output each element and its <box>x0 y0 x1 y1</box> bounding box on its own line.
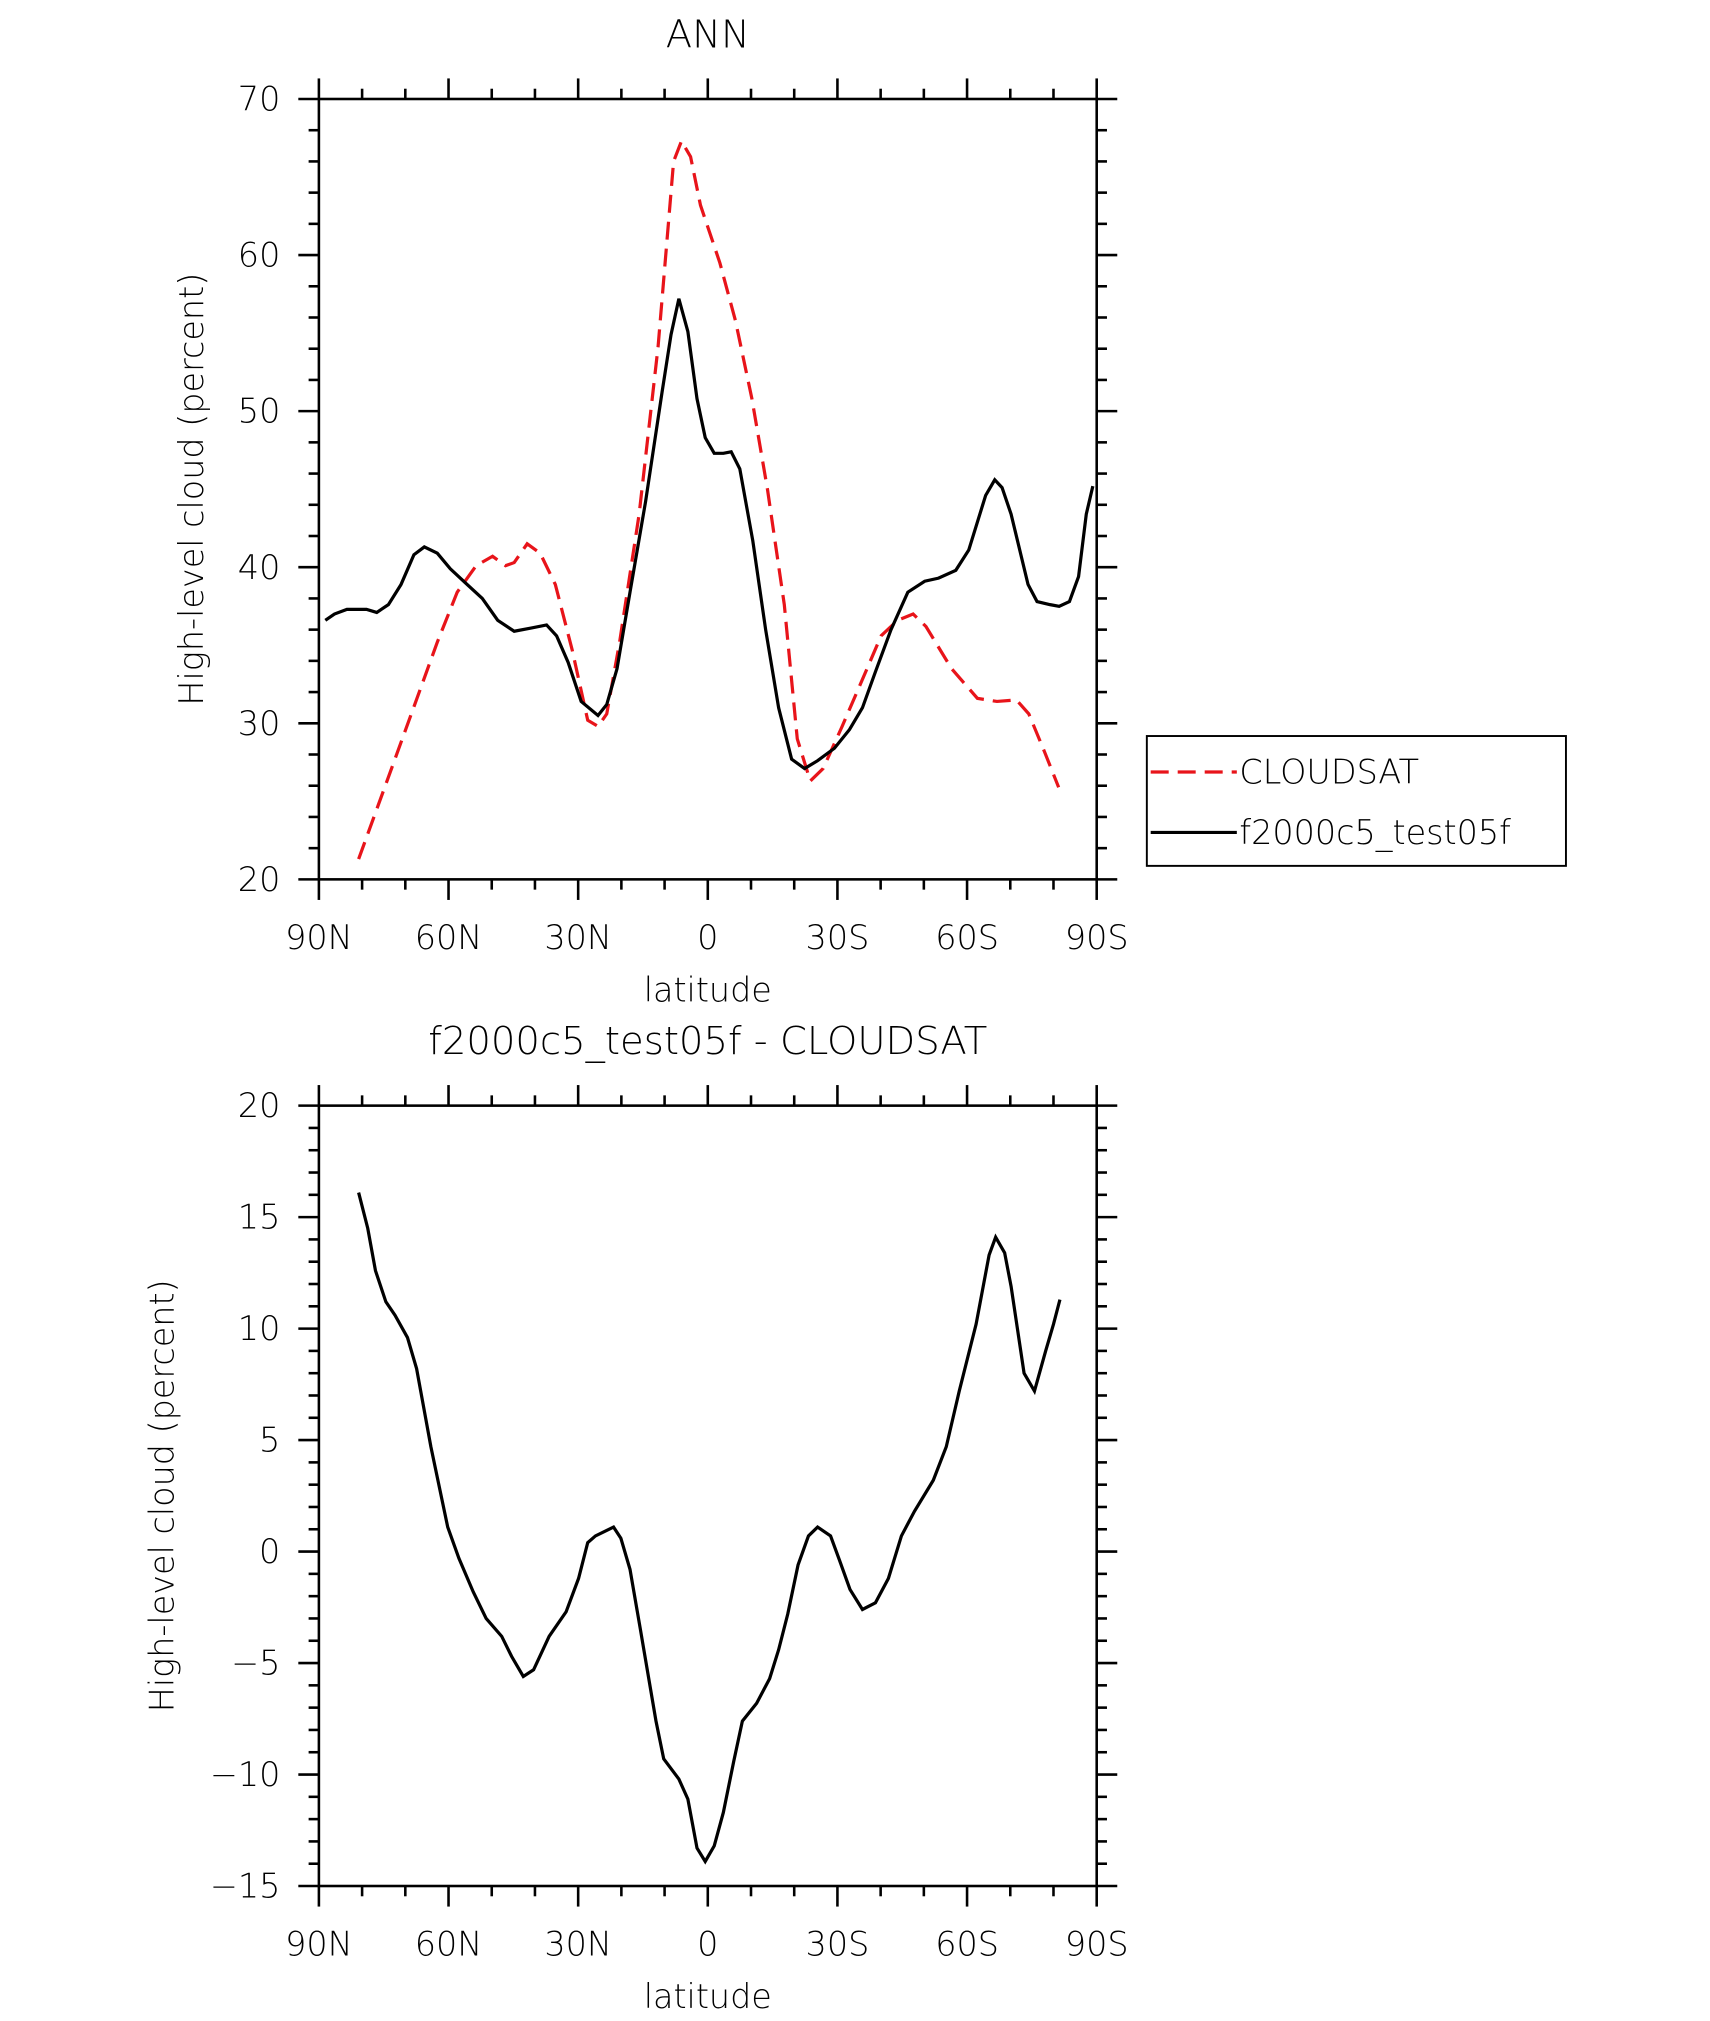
y-tick-label: 20 <box>238 1086 281 1125</box>
x-tick-label: 0 <box>697 1924 718 1963</box>
y-tick-label: −5 <box>231 1644 280 1683</box>
legend-box <box>1145 735 1567 867</box>
y-tick-label: −15 <box>210 1867 281 1906</box>
x-tick-label: 30S <box>806 1924 870 1963</box>
y-tick-label: 70 <box>238 80 281 119</box>
data-line <box>357 1192 1062 1865</box>
x-tick-label: 30N <box>544 918 612 957</box>
y-axis-label: High-level cloud (percent) <box>172 273 211 706</box>
x-tick-label: 60N <box>415 1924 483 1963</box>
plot-frame <box>317 1104 1098 1888</box>
y-tick-label: 10 <box>238 1309 281 1348</box>
x-tick-label: 60S <box>935 1924 999 1963</box>
data-line <box>324 298 1095 771</box>
y-tick-label: 15 <box>238 1198 281 1237</box>
y-tick-label: 60 <box>238 236 281 275</box>
y-tick-label: 5 <box>259 1421 280 1460</box>
x-tick-label: 30S <box>806 918 870 957</box>
y-tick-label: −10 <box>210 1755 281 1794</box>
x-tick-label: 90S <box>1065 918 1129 957</box>
y-tick-label: 50 <box>238 392 281 431</box>
legend-label: f2000c5_test05f <box>1239 813 1511 853</box>
x-tick-label: 90N <box>285 1924 353 1963</box>
y-tick-label: 40 <box>238 548 281 587</box>
y-tick-label: 30 <box>238 704 281 743</box>
x-tick-label: 0 <box>697 918 718 957</box>
x-tick-label: 60S <box>935 918 999 957</box>
chart-title: ANN <box>666 13 750 58</box>
x-tick-label: 90S <box>1065 1924 1129 1963</box>
x-axis-label: latitude <box>644 1977 772 2016</box>
x-tick-label: 60N <box>415 918 483 957</box>
x-axis-label: latitude <box>644 971 772 1010</box>
y-axis-label: High-level cloud (percent) <box>143 1279 182 1712</box>
x-tick-label: 90N <box>285 918 353 957</box>
legend-label: CLOUDSAT <box>1239 753 1419 792</box>
data-line <box>357 137 1061 860</box>
plot-frame <box>317 97 1098 881</box>
chart-title: f2000c5_test05f - CLOUDSAT <box>428 1019 987 1064</box>
x-tick-label: 30N <box>544 1924 612 1963</box>
y-tick-label: 20 <box>238 860 281 899</box>
y-tick-label: 0 <box>259 1532 280 1571</box>
